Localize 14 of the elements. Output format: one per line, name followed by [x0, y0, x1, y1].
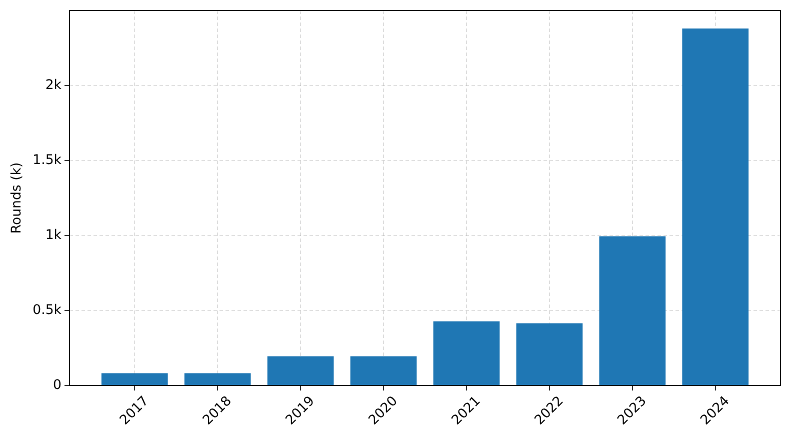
bar	[184, 373, 251, 386]
bar	[350, 356, 417, 386]
bar	[682, 28, 749, 386]
bar	[433, 321, 500, 386]
y-axis-title: Rounds (k)	[10, 162, 24, 234]
bar	[267, 356, 334, 386]
y-tick-label: 0.5k	[32, 303, 62, 318]
y-tick-label: 0	[53, 378, 62, 393]
bar	[599, 236, 666, 386]
y-tick-label: 2k	[45, 78, 62, 93]
y-tick-label: 1k	[45, 228, 62, 243]
bar	[516, 323, 583, 386]
y-tick-label: 1.5k	[32, 153, 62, 168]
bar	[101, 373, 168, 386]
